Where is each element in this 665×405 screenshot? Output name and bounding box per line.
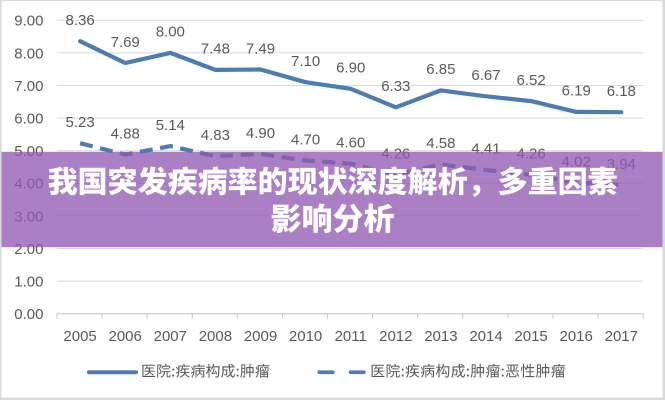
svg-text:4.88: 4.88 — [111, 125, 140, 142]
svg-text:4.83: 4.83 — [201, 127, 230, 144]
svg-text:2017: 2017 — [605, 328, 638, 345]
svg-text:6.00: 6.00 — [14, 111, 43, 128]
svg-text:2014: 2014 — [469, 328, 502, 345]
svg-text:0.00: 0.00 — [14, 306, 43, 323]
svg-text:2007: 2007 — [154, 328, 187, 345]
svg-text:2006: 2006 — [109, 328, 142, 345]
svg-text:7.69: 7.69 — [111, 34, 140, 51]
svg-text:4.58: 4.58 — [426, 135, 455, 152]
svg-text:8.36: 8.36 — [65, 12, 94, 29]
svg-text:4.70: 4.70 — [291, 131, 320, 148]
svg-text:2015: 2015 — [514, 328, 547, 345]
svg-text:1.00: 1.00 — [14, 274, 43, 291]
svg-text:4.90: 4.90 — [246, 125, 275, 142]
svg-text:5.14: 5.14 — [156, 117, 185, 134]
svg-text:8.00: 8.00 — [156, 24, 185, 41]
svg-text:2008: 2008 — [199, 328, 232, 345]
svg-text:6.19: 6.19 — [562, 83, 591, 100]
svg-text:6.67: 6.67 — [471, 67, 500, 84]
svg-text:2013: 2013 — [424, 328, 457, 345]
svg-text:4.60: 4.60 — [336, 135, 365, 152]
svg-text:2012: 2012 — [379, 328, 412, 345]
svg-text:8.00: 8.00 — [14, 45, 43, 62]
svg-text:2016: 2016 — [560, 328, 593, 345]
svg-text:7.48: 7.48 — [201, 41, 230, 58]
svg-text:2005: 2005 — [63, 328, 96, 345]
svg-text:6.90: 6.90 — [336, 60, 365, 77]
svg-text:6.52: 6.52 — [516, 72, 545, 89]
svg-text:7.49: 7.49 — [246, 40, 275, 57]
svg-text:6.33: 6.33 — [381, 78, 410, 95]
svg-text:2010: 2010 — [289, 328, 322, 345]
svg-text:7.00: 7.00 — [14, 78, 43, 95]
svg-text:2009: 2009 — [244, 328, 277, 345]
svg-text:9.00: 9.00 — [14, 13, 43, 30]
svg-text:2011: 2011 — [335, 328, 367, 345]
svg-text:6.85: 6.85 — [426, 61, 455, 78]
svg-text:7.10: 7.10 — [291, 53, 320, 70]
svg-text:5.23: 5.23 — [65, 114, 94, 131]
svg-text:6.18: 6.18 — [607, 83, 636, 100]
